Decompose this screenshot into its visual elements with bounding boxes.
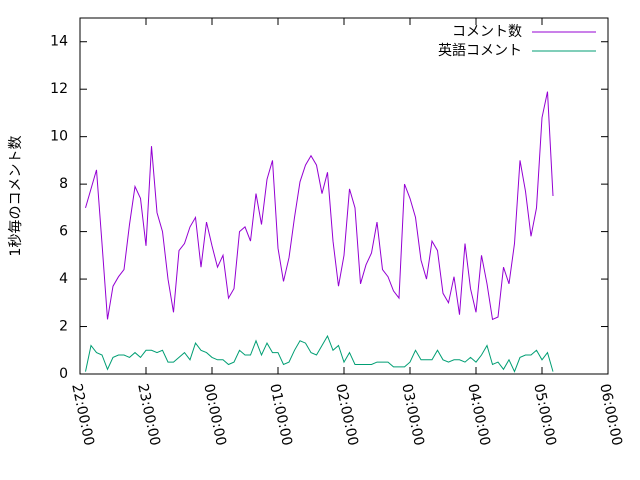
y-tick-label: 14	[50, 34, 68, 50]
series-line	[85, 334, 554, 373]
x-tick-label: 05:00:00	[530, 382, 559, 447]
legend-label: 英語コメント	[438, 42, 522, 59]
series-line	[85, 91, 554, 321]
y-tick-label: 8	[59, 176, 68, 192]
x-tick-label: 04:00:00	[464, 382, 493, 447]
x-tick-label: 23:00:00	[134, 382, 163, 447]
y-tick-label: 2	[59, 319, 68, 335]
x-tick-label: 02:00:00	[332, 382, 361, 447]
x-tick-label: 00:00:00	[200, 382, 229, 447]
y-tick-label: 0	[59, 366, 68, 382]
y-tick-label: 10	[50, 129, 68, 145]
x-tick-label: 06:00:00	[596, 382, 625, 447]
legend-label: コメント数	[452, 24, 522, 40]
x-tick-label: 22:00:00	[68, 382, 97, 447]
x-tick-label: 01:00:00	[266, 382, 295, 447]
y-tick-label: 12	[50, 81, 68, 97]
y-tick-label: 6	[59, 224, 68, 240]
y-axis-label: 1秒毎のコメント数	[8, 136, 24, 257]
x-tick-label: 03:00:00	[398, 382, 427, 447]
plot-frame	[79, 17, 609, 375]
y-tick-label: 4	[59, 271, 68, 287]
